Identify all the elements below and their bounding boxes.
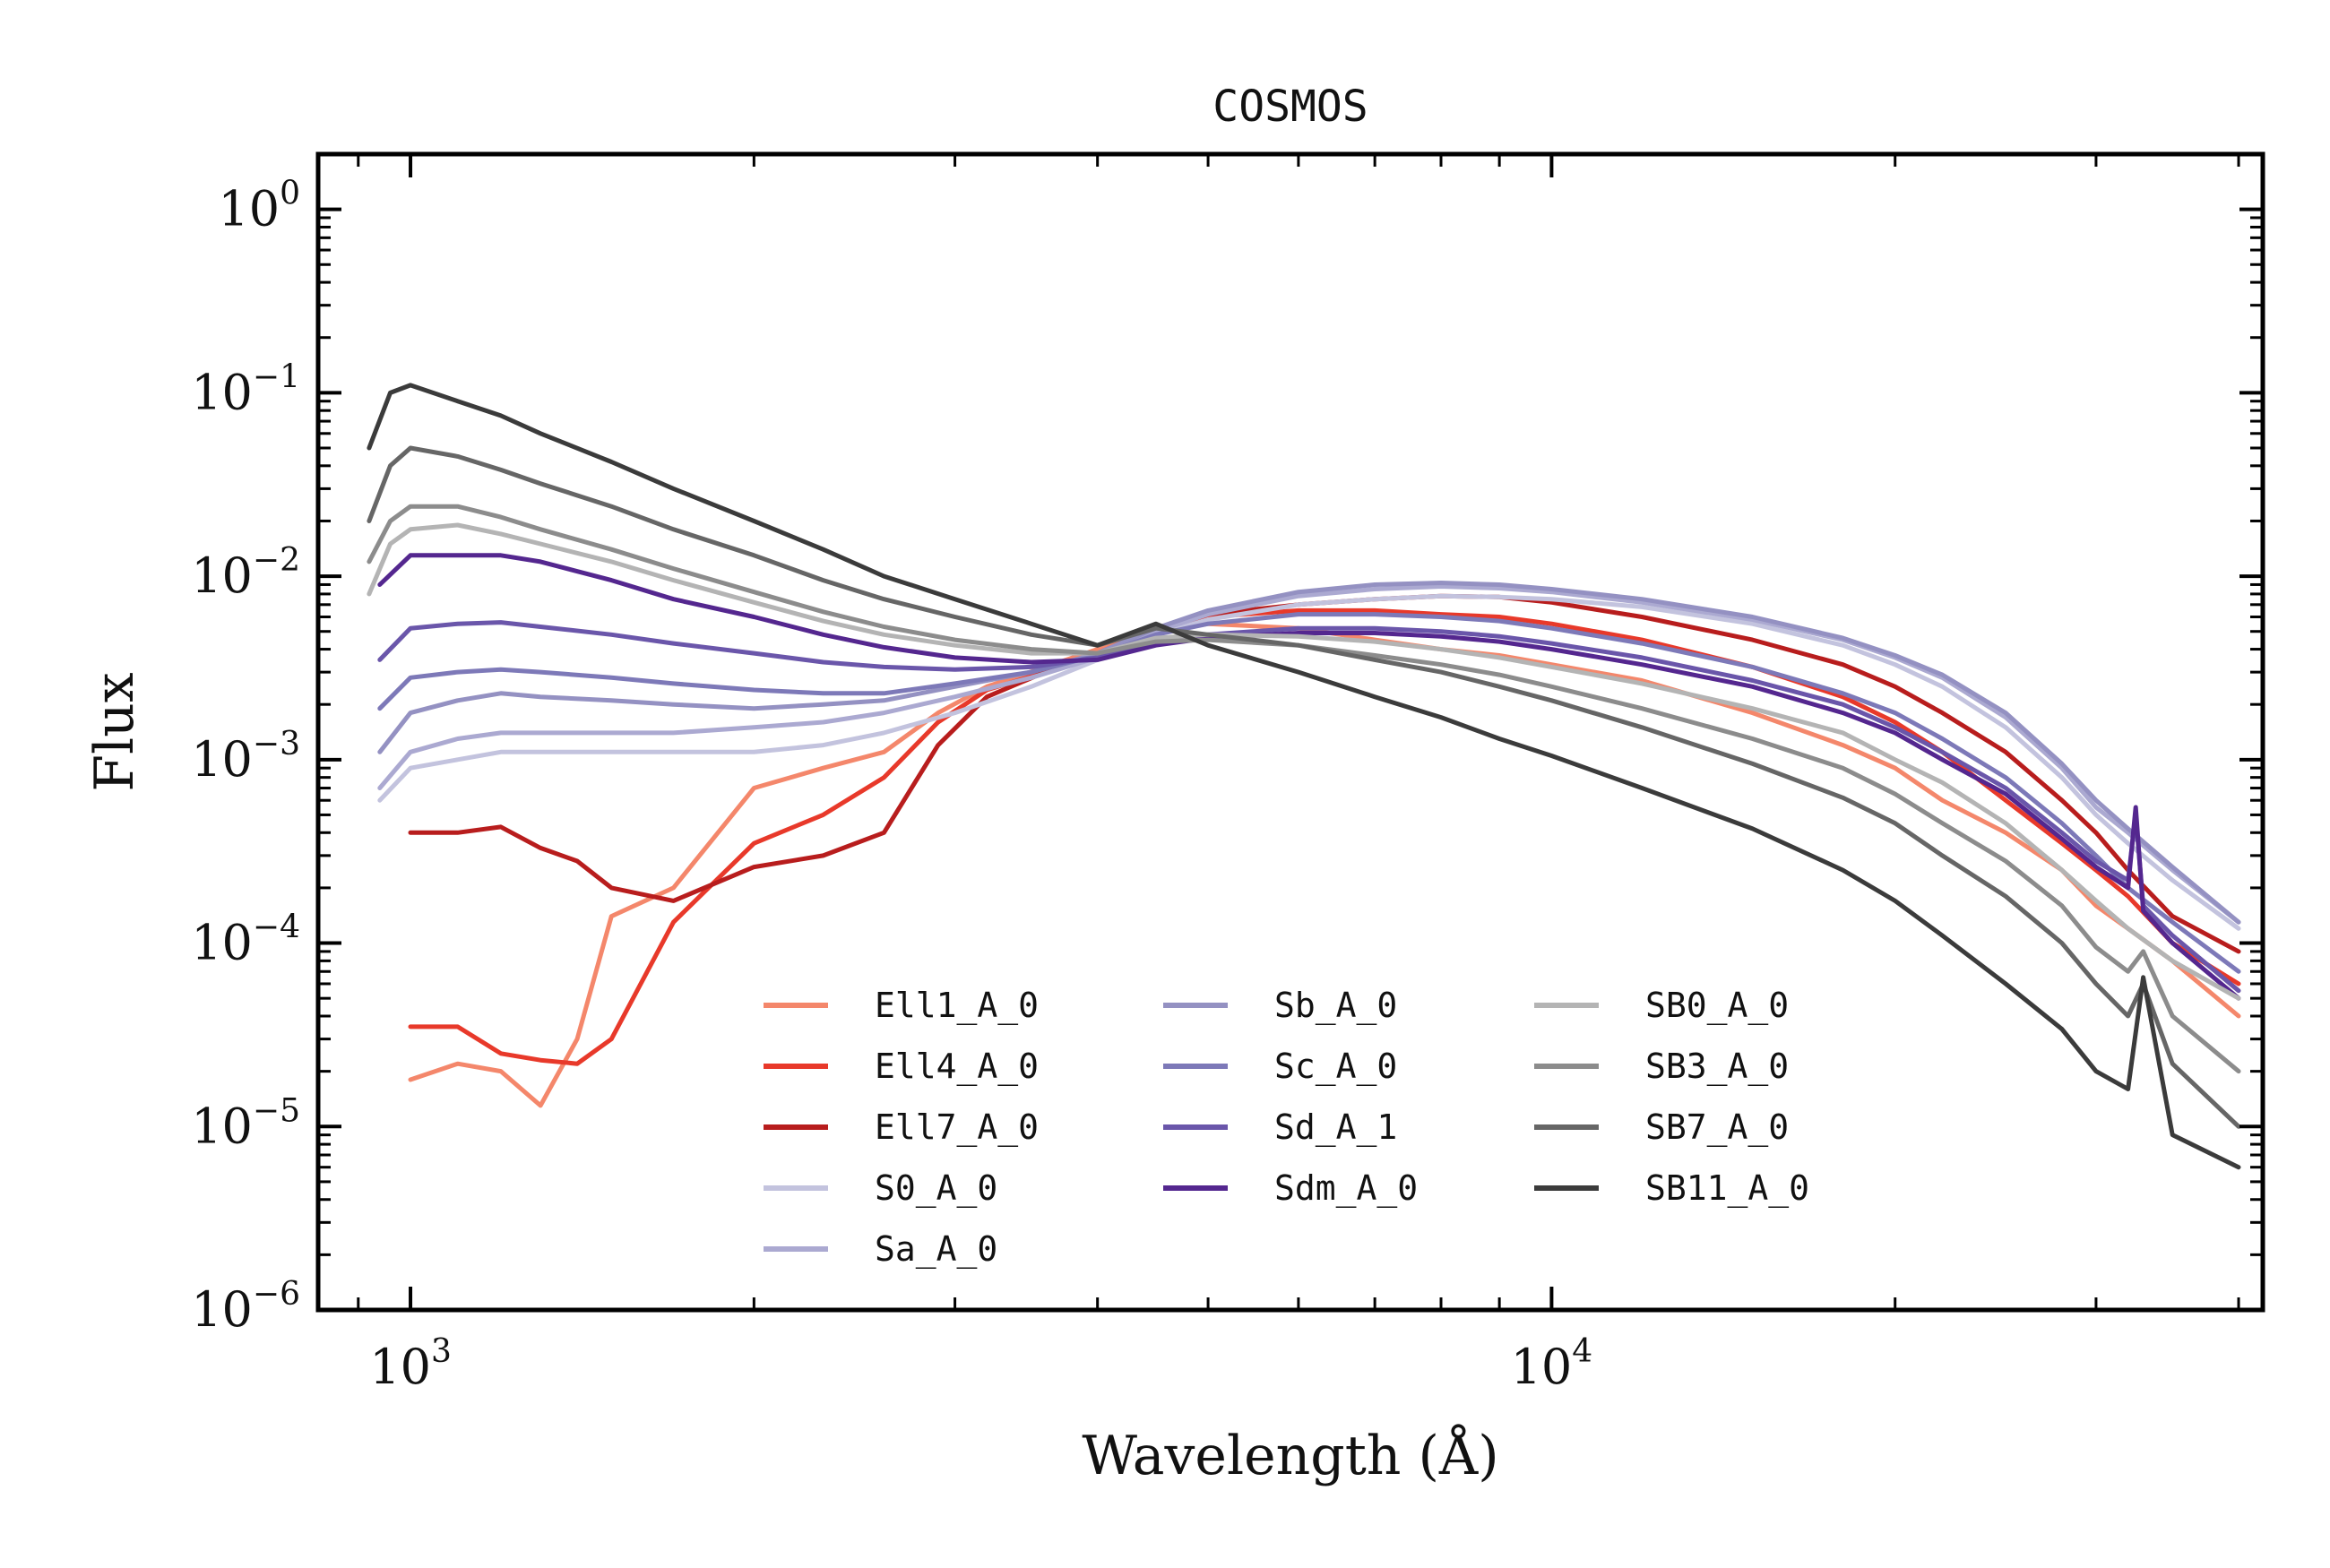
series-line-ell7-a-0 [408, 593, 2241, 954]
legend-label: Sb_A_0 [1274, 986, 1397, 1026]
x-tick-label: 104 [1511, 1333, 1593, 1395]
series-line-sb11-a-0 [367, 383, 2241, 1170]
legend-label: SB11_A_0 [1645, 1168, 1809, 1209]
series-line-sb7-a-0 [367, 445, 2241, 1129]
series-line-sa-a-0 [377, 584, 2241, 925]
y-tick-label: 10−2 [191, 542, 300, 604]
legend-label: Ell4_A_0 [875, 1047, 1039, 1087]
y-tick-label: 10−6 [191, 1276, 300, 1338]
plot-frame [315, 151, 2265, 1313]
legend-label: SB0_A_0 [1645, 986, 1789, 1026]
series-line-sd-a-1 [377, 620, 2241, 994]
series-line-sc-a-0 [377, 612, 2241, 974]
x-axis-label: Wavelength (Å) [1082, 1424, 1498, 1487]
series-layer [367, 383, 2241, 1170]
y-tick-label: 10−3 [191, 726, 300, 788]
x-tick-label: 103 [369, 1333, 452, 1395]
legend-label: SB3_A_0 [1645, 1047, 1789, 1087]
legend: Ell1_A_0 Ell4_A_0 Ell7_A_0 S0_A_0 Sa_A_0 Sb_A… [764, 986, 1809, 1270]
chart-title: COSMOS [1212, 82, 1368, 132]
series-line-sb-a-0 [377, 581, 2241, 925]
series-line-sdm-a-0 [377, 553, 2241, 1001]
y-axis-label: Flux [83, 672, 146, 791]
series-line-s0-a-0 [377, 593, 2241, 931]
tick-labels-layer: 103 104 100 10−1 10−2 10−3 10−4 10−5 10−6 [191, 176, 1592, 1395]
y-tick-label: 10−1 [191, 358, 300, 420]
y-tick-label: 10−4 [191, 909, 300, 971]
y-tick-label: 100 [218, 176, 300, 237]
legend-label: S0_A_0 [875, 1168, 997, 1209]
y-tick-label: 10−5 [191, 1092, 300, 1154]
legend-label: Sd_A_1 [1274, 1107, 1397, 1148]
series-line-ell1-a-0 [408, 621, 2241, 1108]
legend-label: Sdm_A_0 [1274, 1168, 1418, 1209]
legend-label: Sa_A_0 [875, 1229, 997, 1270]
series-line-sb0-a-0 [367, 522, 2241, 1001]
legend-label: SB7_A_0 [1645, 1107, 1789, 1148]
legend-label: Ell1_A_0 [875, 986, 1039, 1026]
legend-label: Sc_A_0 [1274, 1047, 1397, 1087]
legend-label: Ell7_A_0 [875, 1107, 1039, 1148]
